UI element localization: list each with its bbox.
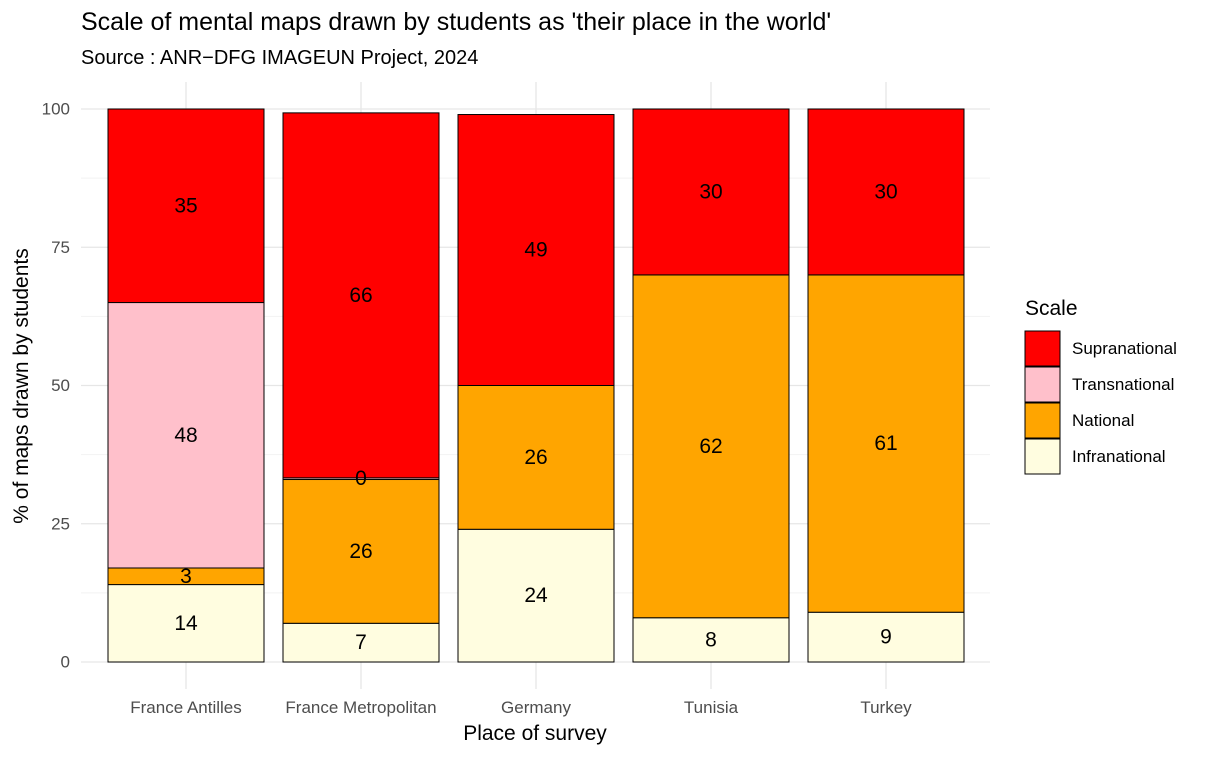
infranational-segment xyxy=(107,584,265,663)
legend-key-supranational xyxy=(1024,330,1061,367)
bar-labels: 14 3 48 35 7 26 0 66 24 26 49 8 62 30 9 61 30 xyxy=(174,180,897,654)
data-label: 3 xyxy=(180,565,192,588)
y-tick-label: 100 xyxy=(42,100,70,119)
legend: Scale Supranational Transnational National… xyxy=(1024,297,1177,475)
data-label: 9 xyxy=(880,626,892,649)
x-tick-label: Tunisia xyxy=(684,698,739,717)
y-axis-ticks: 0 25 50 75 100 xyxy=(42,100,70,672)
legend-key-transnational xyxy=(1024,366,1061,403)
x-tick-label: Turkey xyxy=(860,698,912,717)
infranational-segment xyxy=(457,528,615,663)
x-tick-label: France Antilles xyxy=(130,698,242,717)
x-tick-label: France Metropolitan xyxy=(285,698,436,717)
data-label: 49 xyxy=(524,239,547,262)
data-label: 35 xyxy=(174,194,197,217)
national-segment xyxy=(457,385,615,530)
x-tick-label: Germany xyxy=(501,698,571,717)
data-label: 8 xyxy=(705,628,717,651)
bars xyxy=(107,108,965,663)
data-label: 26 xyxy=(349,540,372,563)
legend-label-infranational: Infranational xyxy=(1072,447,1166,466)
y-tick-label: 0 xyxy=(61,653,70,672)
y-tick-label: 75 xyxy=(51,238,70,257)
x-axis-ticks: France Antilles France Metropolitan German… xyxy=(130,698,912,717)
legend-title: Scale xyxy=(1025,297,1078,320)
data-label: 30 xyxy=(874,180,897,203)
supranational-segment xyxy=(457,114,615,386)
data-label: 7 xyxy=(355,631,367,654)
data-label: 26 xyxy=(524,446,547,469)
supranational-segment xyxy=(807,108,965,276)
national-segment xyxy=(632,274,790,619)
infranational-segment xyxy=(632,617,790,663)
legend-key-national xyxy=(1024,402,1061,439)
legend-label-transnational: Transnational xyxy=(1072,375,1174,394)
supranational-segment xyxy=(632,108,790,276)
x-axis-title: Place of survey xyxy=(463,722,607,745)
data-label: 61 xyxy=(874,432,897,455)
supranational-segment xyxy=(107,108,265,304)
chart-title: Scale of mental maps drawn by students a… xyxy=(81,8,831,36)
data-label: 14 xyxy=(174,612,198,635)
national-segment xyxy=(282,479,440,624)
data-label: 62 xyxy=(699,435,722,458)
chart-subtitle: Source : ANR−DFG IMAGEUN Project, 2024 xyxy=(81,47,478,69)
infranational-segment xyxy=(282,622,440,663)
y-tick-label: 25 xyxy=(51,514,70,533)
data-label: 66 xyxy=(349,284,372,307)
supranational-segment xyxy=(282,112,440,479)
legend-label-supranational: Supranational xyxy=(1072,339,1177,358)
legend-key-infranational xyxy=(1024,438,1061,475)
y-tick-label: 50 xyxy=(51,376,70,395)
legend-label-national: National xyxy=(1072,411,1134,430)
data-label: 0 xyxy=(355,467,367,490)
y-axis-title: % of maps drawn by students xyxy=(10,248,33,523)
data-label: 30 xyxy=(699,180,722,203)
national-segment xyxy=(807,274,965,613)
transnational-segment xyxy=(107,302,265,569)
data-label: 24 xyxy=(524,584,548,607)
data-label: 48 xyxy=(174,424,197,447)
